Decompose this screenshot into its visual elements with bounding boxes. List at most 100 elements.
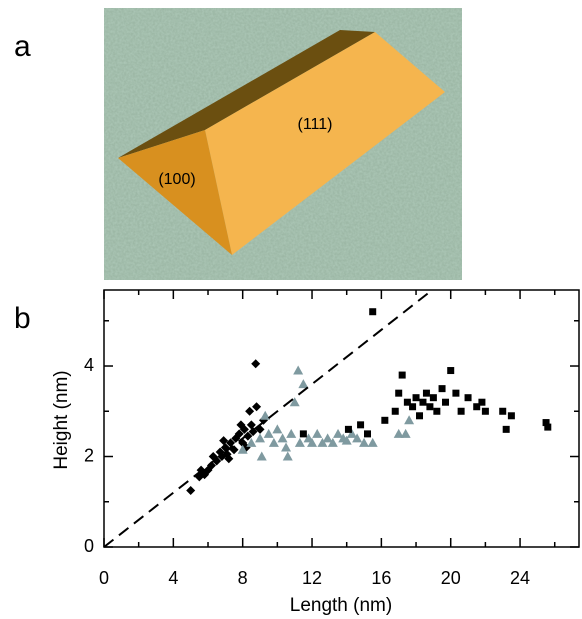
diamond-point <box>245 406 255 416</box>
triangle-point <box>282 451 293 461</box>
square-point <box>364 430 372 438</box>
diamond-point <box>219 436 229 446</box>
triangle-point <box>317 437 328 447</box>
plot-area <box>104 290 552 547</box>
x-tick-label: 0 <box>99 568 109 588</box>
diamond-point <box>243 431 253 441</box>
triangle-point <box>352 433 363 443</box>
triangle-point <box>298 379 309 389</box>
triangle-point <box>272 424 283 434</box>
square-point <box>369 308 377 316</box>
reference-line <box>104 290 434 547</box>
triangle-point <box>260 410 271 420</box>
triangle-point <box>289 397 300 407</box>
x-tick-label: 4 <box>168 568 178 588</box>
square-point <box>395 389 403 397</box>
triangle-point <box>256 451 267 461</box>
triangle-point <box>263 428 274 438</box>
triangle-point <box>393 428 404 438</box>
triangle-point <box>237 444 248 454</box>
triangle-point <box>359 437 370 447</box>
panel-label: a <box>14 30 31 63</box>
square-point <box>433 407 441 415</box>
triangle-point <box>367 437 378 447</box>
square-point <box>442 398 450 406</box>
triangle-point <box>294 437 305 447</box>
square-point <box>429 394 437 402</box>
triangle-point <box>293 365 304 375</box>
face-111 <box>205 32 445 255</box>
plot-frame <box>103 289 580 548</box>
y-axis-title: Height (nm) <box>51 370 72 469</box>
diamond-point <box>212 456 222 466</box>
diamond-point <box>252 402 262 412</box>
diamond-point <box>206 461 216 471</box>
x-tick-label: 8 <box>238 568 248 588</box>
diamond-point <box>234 429 244 439</box>
x-axis-title: Length (nm) <box>290 595 392 616</box>
triangle-point <box>322 433 333 443</box>
square-point <box>478 398 486 406</box>
x-tick-label: 20 <box>441 568 461 588</box>
square-point <box>419 398 427 406</box>
square-point <box>344 425 352 433</box>
rendered-image: (111) (100) <box>104 8 462 280</box>
square-point <box>499 407 507 415</box>
triangle-point <box>307 437 318 447</box>
triangle-point <box>404 415 415 425</box>
diamond-point <box>226 438 236 448</box>
y-tick-label: 4 <box>84 355 94 375</box>
square-point <box>299 430 307 438</box>
face-100 <box>118 130 232 255</box>
triangle-point <box>255 433 266 443</box>
triangle-point <box>246 437 257 447</box>
triangle-point <box>333 428 344 438</box>
square-point <box>416 412 424 420</box>
y-tick-label: 0 <box>84 536 94 556</box>
square-point <box>457 407 465 415</box>
square-point <box>542 419 550 427</box>
triangle-point <box>312 428 323 438</box>
square-point <box>544 423 552 431</box>
x-tick-label: 16 <box>371 568 391 588</box>
square-point <box>357 421 365 429</box>
square-point <box>481 407 489 415</box>
square-point <box>398 371 406 379</box>
square-point <box>473 403 481 411</box>
square-point <box>409 403 417 411</box>
diamond-point <box>236 420 246 430</box>
triangle-point <box>400 428 411 438</box>
triangle-point <box>346 428 357 438</box>
triangle-point <box>341 435 352 445</box>
square-point <box>447 367 455 375</box>
triangle-point <box>281 442 292 452</box>
square-point <box>422 389 430 397</box>
diamond-point <box>186 485 196 495</box>
panel-label: b <box>14 302 31 335</box>
square-point <box>507 412 515 420</box>
diamond-point <box>246 420 256 430</box>
square-point <box>464 394 472 402</box>
triangle-point <box>286 428 297 438</box>
square-point <box>403 398 411 406</box>
x-tick-label: 24 <box>510 568 530 588</box>
face-label: (100) <box>158 171 195 188</box>
square-point <box>452 389 460 397</box>
face-label: (111) <box>298 116 333 133</box>
square-point <box>438 385 446 393</box>
diamond-point <box>224 454 234 464</box>
square-point <box>391 407 399 415</box>
square-point <box>412 394 420 402</box>
y-tick-label: 2 <box>84 445 94 465</box>
back-face <box>118 30 375 158</box>
diamond-point <box>251 359 261 369</box>
triangle-point <box>268 437 279 447</box>
square-point <box>426 403 434 411</box>
x-tick-label: 12 <box>302 568 322 588</box>
square-point <box>502 425 510 433</box>
triangle-point <box>327 437 338 447</box>
triangle-point <box>277 433 288 443</box>
